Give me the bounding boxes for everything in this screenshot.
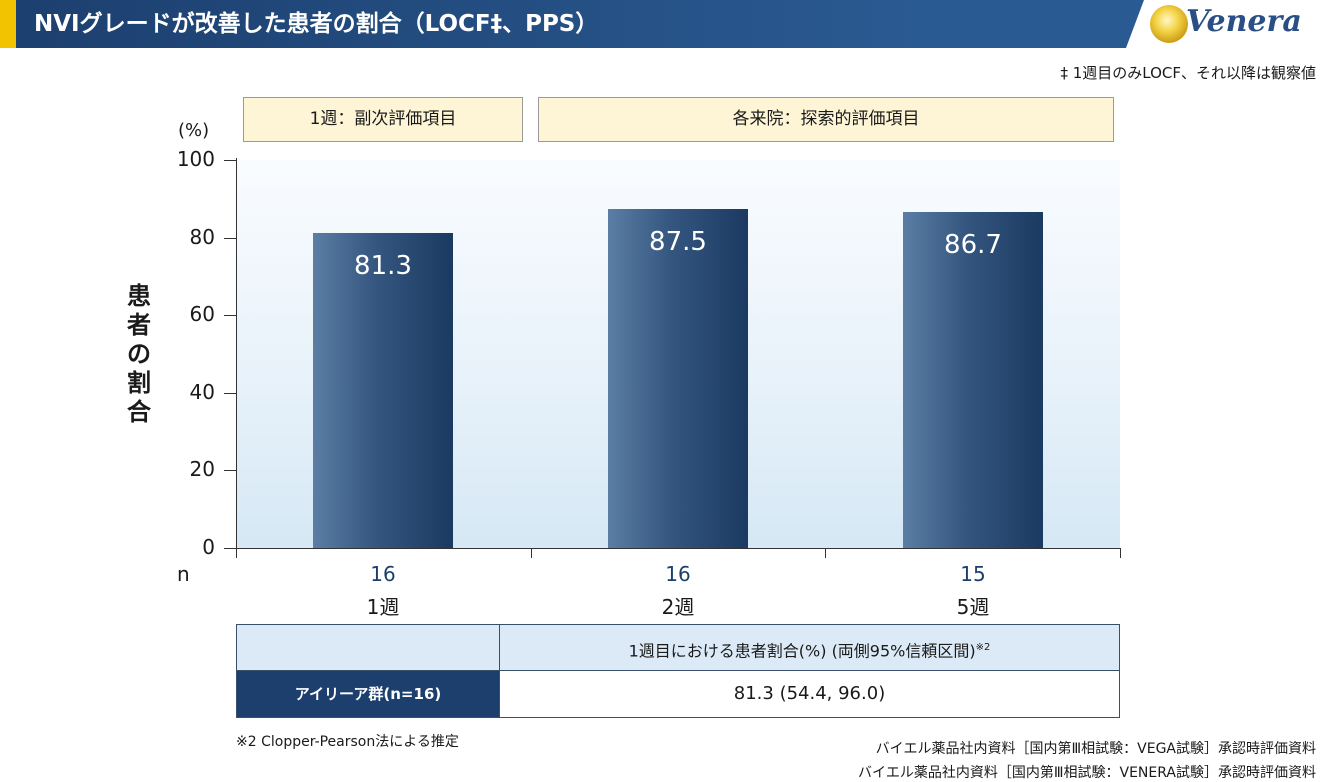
bar-value-label: 87.5	[649, 227, 707, 257]
summary-table: 1週目における患者割合(%) (両側95%信頼区間)※2 アイリーア群(n=16…	[236, 624, 1120, 718]
y-tick	[224, 238, 236, 239]
category-box-visits: 各来院：探索的評価項目	[538, 97, 1114, 142]
table-header-cell: 1週目における患者割合(%) (両側95%信頼区間)※2	[499, 624, 1120, 671]
category-box-week1: 1週：副次評価項目	[243, 97, 523, 142]
bar-value-label: 86.7	[944, 230, 1002, 260]
footnote-clopper: ※2 Clopper-Pearson法による推定	[236, 734, 459, 750]
bar	[903, 212, 1043, 548]
y-tick	[224, 160, 236, 161]
y-tick-label: 0	[202, 535, 215, 559]
title-accent	[0, 0, 16, 48]
x-category-label: 2週	[661, 595, 695, 619]
x-category-label: 1週	[366, 595, 400, 619]
n-value: 16	[665, 562, 691, 586]
y-tick-label: 80	[189, 225, 215, 249]
x-category-label: 5週	[956, 595, 990, 619]
y-axis-unit: (%)	[178, 120, 210, 141]
x-tick	[825, 548, 826, 558]
n-value: 16	[370, 562, 396, 586]
n-value: 15	[960, 562, 986, 586]
bar-value-label: 81.3	[354, 251, 412, 281]
n-label: n	[177, 562, 190, 586]
y-tick	[224, 393, 236, 394]
y-tick-label: 60	[189, 302, 215, 326]
table-header-note: ※2	[975, 642, 991, 653]
source-venera: バイエル薬品社内資料［国内第Ⅲ相試験：VENERA試験］承認時評価資料	[858, 765, 1316, 781]
sun-icon	[1150, 5, 1188, 43]
table-header-text: 1週目における患者割合(%) (両側95%信頼区間)	[628, 641, 976, 661]
x-tick	[531, 548, 532, 558]
table-row-label: アイリーア群(n=16)	[236, 670, 500, 718]
y-tick	[224, 548, 236, 549]
bar	[313, 233, 453, 548]
page-title: NVIグレードが改善した患者の割合（LOCF‡、PPS）	[34, 11, 599, 37]
footnote-locf: ‡ 1週目のみLOCF、それ以降は観察値	[1060, 64, 1316, 82]
y-tick-label: 100	[176, 147, 215, 171]
x-axis-line	[236, 548, 1120, 549]
table-corner-cell	[236, 624, 500, 671]
brand-logo: Venera	[1186, 4, 1302, 39]
x-tick	[1120, 548, 1121, 558]
title-bar: NVIグレードが改善した患者の割合（LOCF‡、PPS）	[0, 0, 1320, 48]
y-axis-line	[236, 158, 237, 550]
y-tick-label: 20	[189, 457, 215, 481]
y-tick-label: 40	[189, 380, 215, 404]
y-tick	[224, 315, 236, 316]
y-axis-title: 患者の割合	[127, 282, 151, 426]
table-row-value: 81.3 (54.4, 96.0)	[499, 670, 1120, 718]
y-tick	[224, 470, 236, 471]
x-tick	[236, 548, 237, 558]
bar	[608, 209, 748, 549]
source-vega: バイエル薬品社内資料［国内第Ⅲ相試験：VEGA試験］承認時評価資料	[875, 741, 1316, 757]
